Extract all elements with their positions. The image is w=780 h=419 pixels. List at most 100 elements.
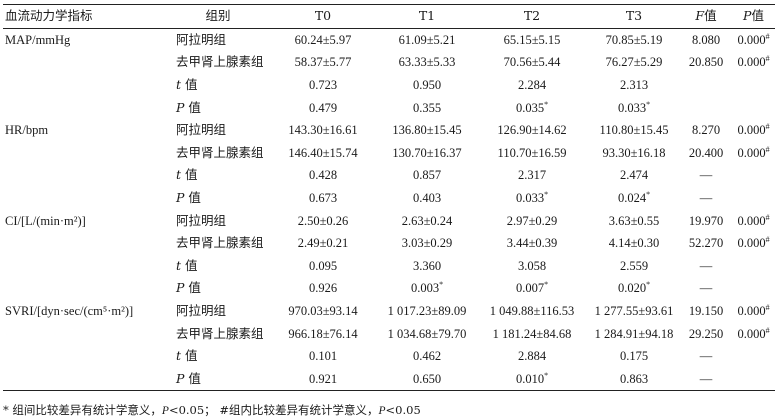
- p-value-text: 0.007: [515, 281, 545, 296]
- indicator-blank: [3, 232, 168, 255]
- value-t1: 61.09±5.21: [398, 32, 456, 47]
- value-t2: 126.90±14.62: [497, 123, 567, 138]
- indicator-blank: [3, 187, 168, 210]
- p-value-row: P 值 0.926 0.003* 0.007* 0.020* —: [3, 277, 775, 300]
- within-group-marker: #: [765, 122, 770, 132]
- t-value-t0: 0.101: [308, 349, 338, 364]
- between-group-marker: *: [646, 99, 651, 109]
- t-label: t 值: [176, 348, 198, 364]
- p-value-t2: 0.035*: [476, 96, 588, 119]
- f-value: —: [699, 349, 713, 364]
- indicator-blank: [3, 142, 168, 165]
- p-value-text: 0.000: [737, 145, 766, 160]
- f-value: [680, 74, 732, 97]
- t-value-t3: 2.559: [619, 258, 649, 273]
- p-value: [732, 164, 775, 187]
- p-value-t2: 0.007*: [476, 277, 588, 300]
- t-label: t 值: [176, 257, 198, 273]
- group-label: 去甲肾上腺素组: [176, 325, 264, 341]
- value-t3: 4.14±0.30: [608, 236, 660, 251]
- indicator-blank: [3, 322, 168, 345]
- value-t0: 2.49±0.21: [297, 236, 349, 251]
- indicator-blank: [3, 51, 168, 74]
- p-value-row: P 值 0.479 0.355 0.035* 0.033*: [3, 96, 775, 119]
- p-value-text: 0.863: [619, 371, 649, 386]
- group-label: 去甲肾上腺素组: [176, 235, 264, 251]
- t-value-t0: 0.723: [308, 78, 338, 93]
- p-value-t2: 0.010*: [476, 368, 588, 391]
- footnote: * 组间比较差异有统计学意义，P<0.05； #组内比较差异有统计学意义，P<0…: [3, 403, 421, 417]
- f-value: 19.150: [688, 304, 724, 319]
- between-group-marker: *: [544, 280, 549, 290]
- t-value-row: t 值 0.095 3.360 3.058 2.559 —: [3, 255, 775, 278]
- value-t1: 130.70±16.37: [392, 145, 462, 160]
- value-t2: 2.97±0.29: [506, 213, 558, 228]
- table-row: SVRI/[dyn·sec/(cm⁵·m²)] 阿拉明组 970.03±93.14 1…: [3, 300, 775, 323]
- value-t2: 110.70±16.59: [497, 145, 567, 160]
- header-f-value: F值: [695, 8, 717, 24]
- p-value-t3: 0.033*: [588, 96, 680, 119]
- p-value-row: P 值 0.673 0.403 0.033* 0.024* —: [3, 187, 775, 210]
- table-row: CI/[L/(min·m²)] 阿拉明组 2.50±0.26 2.63±0.24 2.9…: [3, 209, 775, 232]
- p-value-t3: 0.024*: [588, 187, 680, 210]
- value-t1: 3.03±0.29: [401, 236, 453, 251]
- p-value: 0.000#: [732, 300, 775, 323]
- value-t0: 146.40±15.74: [288, 145, 358, 160]
- t-value-t1: 0.950: [412, 78, 442, 93]
- f-value: 8.270: [691, 123, 721, 138]
- p-value: [732, 74, 775, 97]
- indicator-label: SVRI/[dyn·sec/(cm⁵·m²)]: [5, 304, 134, 319]
- header-indicator: 血流动力学指标: [5, 8, 93, 24]
- table-header-row: 血流动力学指标 组别 T0 T1 T2 T3 F值 P值: [3, 4, 775, 29]
- p-value-text: 0.000: [737, 326, 766, 341]
- t-value-t2: 3.058: [517, 258, 547, 273]
- between-group-marker: *: [544, 99, 549, 109]
- indicator-blank: [3, 96, 168, 119]
- t-label: t 值: [176, 77, 198, 93]
- p-value: [732, 277, 775, 300]
- group-label: 阿拉明组: [176, 122, 227, 138]
- t-value-t3: 2.474: [619, 168, 649, 183]
- indicator-blank: [3, 255, 168, 278]
- p-value-text: 0.033: [617, 100, 647, 115]
- value-t3: 110.80±15.45: [599, 123, 669, 138]
- p-value-text: 0.921: [308, 371, 338, 386]
- t-value-row: t 值 0.101 0.462 2.884 0.175 —: [3, 345, 775, 368]
- indicator-label: MAP/mmHg: [5, 32, 71, 47]
- value-t2: 1 049.88±116.53: [489, 304, 575, 319]
- p-value: 0.000#: [732, 142, 775, 165]
- t-value-t0: 0.428: [308, 168, 338, 183]
- f-value: 19.970: [688, 213, 724, 228]
- p-value-t1: 0.650: [378, 368, 476, 391]
- value-t2: 70.56±5.44: [503, 55, 561, 70]
- value-t3: 93.30±16.18: [602, 145, 666, 160]
- p-value-t0: 0.926: [268, 277, 378, 300]
- p-value-text: 0.650: [412, 371, 442, 386]
- f-value: —: [699, 281, 713, 296]
- p-value-t1: 0.355: [378, 96, 476, 119]
- between-group-marker: *: [646, 280, 651, 290]
- p-value: [732, 96, 775, 119]
- group-label: 去甲肾上腺素组: [176, 54, 264, 70]
- t-value-row: t 值 0.723 0.950 2.284 2.313: [3, 74, 775, 97]
- value-t1: 136.80±15.45: [392, 123, 462, 138]
- p-value-t2: 0.033*: [476, 187, 588, 210]
- header-p-value: P值: [743, 8, 764, 24]
- p-value: [732, 187, 775, 210]
- within-group-marker: #: [765, 235, 770, 245]
- within-group-marker: #: [765, 325, 770, 335]
- value-t1: 1 017.23±89.09: [387, 304, 467, 319]
- value-t1: 2.63±0.24: [401, 213, 453, 228]
- value-t3: 70.85±5.19: [605, 32, 663, 47]
- p-value: 0.000#: [732, 51, 775, 74]
- table-row: 去甲肾上腺素组 2.49±0.21 3.03±0.29 3.44±0.39 4.14±0…: [3, 232, 775, 255]
- p-value-t0: 0.479: [268, 96, 378, 119]
- p-value-text: 0.033: [515, 191, 545, 206]
- f-value: 20.850: [688, 55, 724, 70]
- p-value-text: 0.024: [617, 191, 647, 206]
- p-value-text: 0.000: [737, 213, 766, 228]
- p-value: [732, 255, 775, 278]
- indicator-blank: [3, 368, 168, 391]
- table-body: MAP/mmHg 阿拉明组 60.24±5.97 61.09±5.21 65.15±5.…: [3, 28, 775, 391]
- header-group: 组别: [205, 8, 231, 24]
